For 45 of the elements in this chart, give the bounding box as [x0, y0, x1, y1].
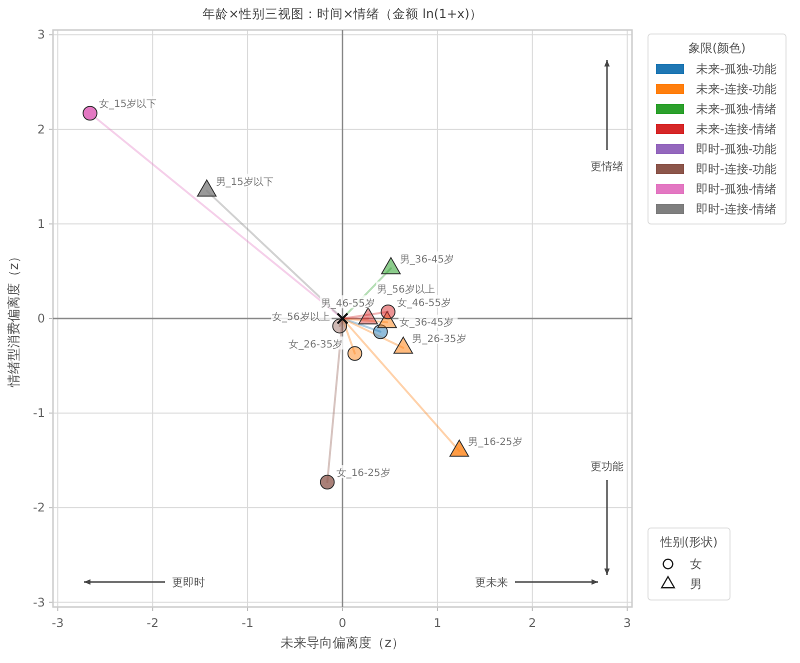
x-tick-label: -2	[146, 616, 159, 630]
y-tick-label: 3	[37, 28, 45, 42]
y-tick-label: 0	[37, 312, 45, 326]
annotation: 女_56岁以上	[272, 311, 330, 324]
annotation: 女_26-35岁	[288, 338, 343, 350]
annotation: 更功能	[590, 460, 624, 473]
x-tick-label: 3	[623, 616, 632, 630]
annotation: 女_36-45岁	[399, 316, 454, 329]
legend-title: 象限(颜色)	[688, 41, 746, 55]
legend-label: 即时-孤独-功能	[696, 142, 777, 156]
annotation: 男_46-55岁	[320, 297, 375, 310]
annotation: 女_15岁以下	[99, 98, 157, 110]
annotation: 男_16-25岁	[468, 436, 522, 448]
y-tick-label: -2	[33, 500, 45, 515]
y-tick-label: 1	[37, 216, 45, 231]
x-axis-title: 未来导向偏离度（z）	[280, 635, 404, 651]
legend-label: 即时-连接-功能	[696, 162, 777, 176]
annotation: 更未来	[475, 576, 508, 589]
legend-label: 即时-孤独-情绪	[696, 182, 777, 196]
legend-label: 未来-连接-情绪	[696, 122, 777, 136]
annotation: 男_15岁以下	[216, 176, 274, 188]
annotation: 女_46-55岁	[397, 296, 452, 309]
x-tick-label: 1	[434, 616, 442, 630]
x-tick-label: 0	[338, 616, 346, 630]
text: 男	[690, 577, 702, 591]
x-tick-label: 2	[528, 616, 536, 630]
x-tick-label: -1	[242, 616, 254, 630]
annotation: 男_26-35岁	[412, 332, 466, 345]
y-tick-label: 2	[37, 122, 45, 136]
legend-label: 即时-连接-情绪	[696, 202, 777, 216]
annotation: 男_56岁以上	[377, 284, 435, 296]
y-axis-title: 情绪型消费偏离度（z）	[6, 250, 22, 388]
chart-title: 年龄×性别三视图：时间×情绪（金额 ln(1+x)）	[202, 6, 482, 21]
y-tick-label: -3	[33, 595, 45, 610]
annotation: 更情绪	[590, 160, 624, 173]
text: 性别(形状)	[659, 535, 718, 549]
x-tick-label: -3	[52, 616, 64, 630]
legend-label: 未来-孤独-情绪	[696, 102, 777, 116]
annotation: 男_36-45岁	[400, 253, 454, 266]
legend-label: 未来-连接-功能	[696, 82, 777, 96]
annotation: 女_16-25岁	[336, 467, 390, 480]
text: 女	[690, 557, 702, 571]
y-tick-label: -1	[33, 406, 45, 420]
legend-label: 未来-孤独-功能	[696, 62, 777, 76]
annotation: 更即时	[172, 576, 205, 589]
